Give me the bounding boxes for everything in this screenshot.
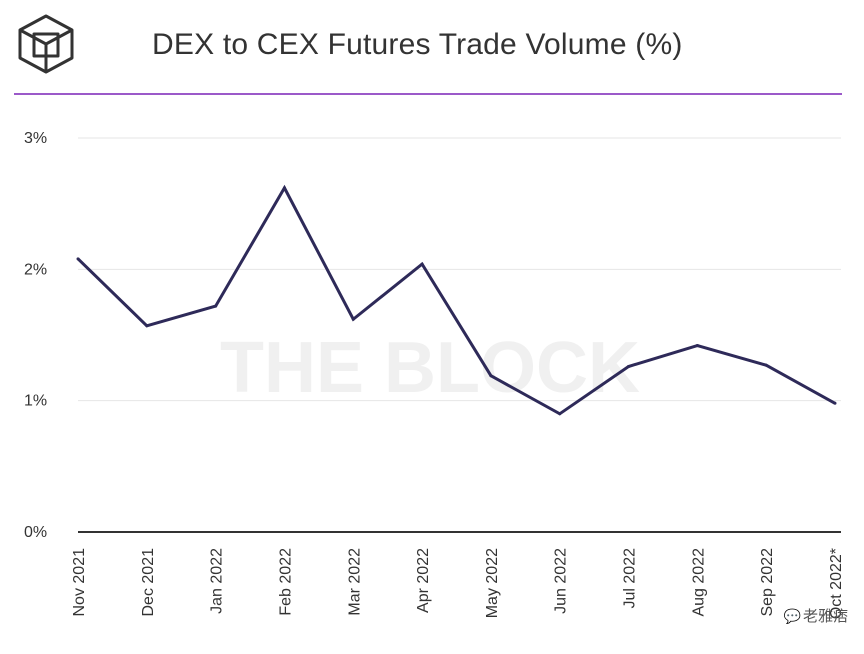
line-chart: THE BLOCK 0% 1% 2% 3% Nov 2021 Dec 2021 Jan 2… xyxy=(24,130,845,619)
chart-header: DEX to CEX Futures Trade Volume (%) xyxy=(0,0,864,96)
data-point xyxy=(627,365,631,369)
x-tick-label: May 2022 xyxy=(484,548,501,618)
series-line xyxy=(76,184,836,416)
y-tick-label: 1% xyxy=(24,393,47,410)
series-layer xyxy=(76,184,837,416)
data-point xyxy=(214,304,218,308)
x-tick-label: Sep 2022 xyxy=(759,548,776,617)
x-tick-label: Nov 2021 xyxy=(71,548,88,617)
data-point xyxy=(145,324,149,328)
title-divider xyxy=(14,93,842,95)
x-tick-label: Jan 2022 xyxy=(209,548,226,614)
y-tick-label: 0% xyxy=(24,524,47,541)
x-tick-label: Dec 2021 xyxy=(140,548,157,617)
background-watermark: THE BLOCK xyxy=(220,328,640,408)
x-tick-label: Oct 2022* xyxy=(828,548,845,619)
data-point xyxy=(833,401,837,405)
wechat-icon: 💬 xyxy=(783,608,801,624)
data-point xyxy=(76,257,80,261)
x-tick-label: Mar 2022 xyxy=(346,548,363,616)
watermark-text: 老雅痞 xyxy=(802,608,848,625)
x-tick-label: Jun 2022 xyxy=(553,548,570,614)
y-tick-label: 3% xyxy=(24,130,47,147)
x-tick-label: Jul 2022 xyxy=(622,548,639,609)
x-tick-label: Feb 2022 xyxy=(277,548,294,616)
x-tick-label: Aug 2022 xyxy=(690,548,707,617)
grid-lines xyxy=(78,137,841,533)
data-point xyxy=(695,344,699,348)
data-point xyxy=(420,262,424,266)
x-axis-ticks: Nov 2021 Dec 2021 Jan 2022 Feb 2022 Mar 2022… xyxy=(71,548,845,619)
data-point xyxy=(764,363,768,367)
y-tick-label: 2% xyxy=(24,261,47,278)
data-point xyxy=(351,317,355,321)
the-block-logo-icon xyxy=(18,14,74,74)
data-point xyxy=(282,186,286,190)
chart-title: DEX to CEX Futures Trade Volume (%) xyxy=(152,28,683,61)
data-point xyxy=(558,412,562,416)
y-axis-ticks: 0% 1% 2% 3% xyxy=(24,130,47,541)
wechat-watermark: 💬 老雅痞 xyxy=(784,605,848,626)
data-point xyxy=(489,374,493,378)
x-tick-label: Apr 2022 xyxy=(415,548,432,613)
